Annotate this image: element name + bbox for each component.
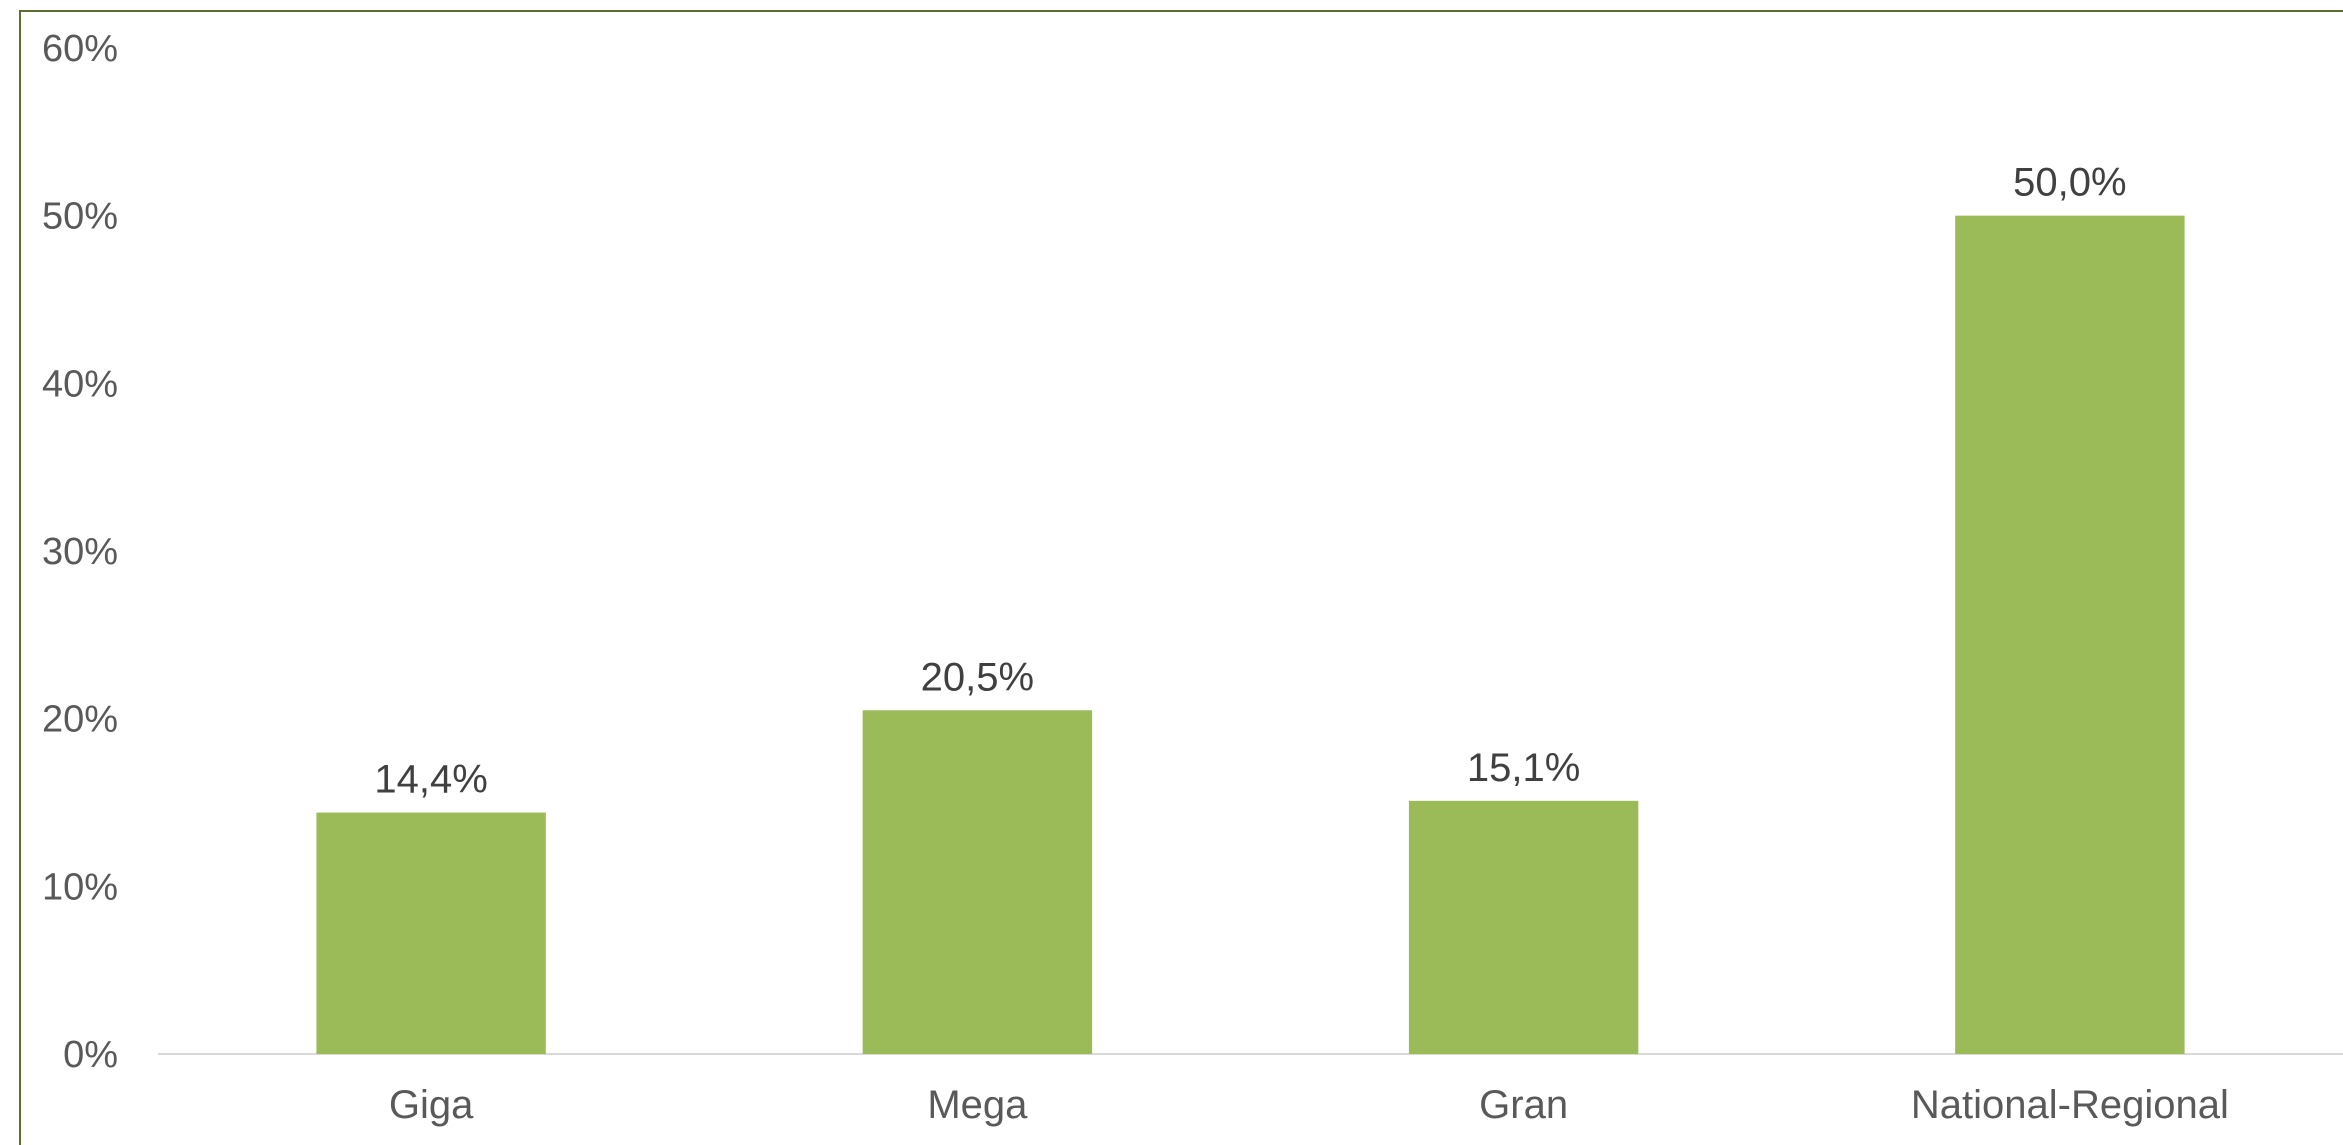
y-tick-label: 30% bbox=[42, 531, 118, 573]
y-tick-label: 60% bbox=[42, 28, 118, 70]
data-labels-group: 14,4% 20,5% 15,1% 50,0% bbox=[374, 161, 2126, 802]
y-tick-label: 10% bbox=[42, 866, 118, 908]
bar-mega bbox=[862, 710, 1093, 1054]
data-label: 14,4% bbox=[374, 758, 487, 802]
category-labels-group: Giga Mega Gran National-Regional bbox=[389, 1083, 2229, 1127]
bar-giga bbox=[316, 812, 546, 1054]
bars-group bbox=[316, 215, 2185, 1054]
category-label: Mega bbox=[927, 1083, 1028, 1127]
y-tick-label: 40% bbox=[42, 363, 118, 405]
category-label: Giga bbox=[389, 1083, 474, 1127]
category-label: National-Regional bbox=[1911, 1083, 2229, 1127]
y-tick-label: 0% bbox=[63, 1034, 118, 1076]
chart-frame bbox=[19, 10, 2343, 1145]
y-axis-ticks: 0% 10% 20% 30% 40% 50% 60% bbox=[42, 28, 118, 1076]
y-tick-label: 20% bbox=[42, 699, 118, 741]
category-label: Gran bbox=[1479, 1083, 1568, 1127]
data-label: 50,0% bbox=[2013, 161, 2126, 205]
bar-gran bbox=[1408, 800, 1639, 1054]
data-label: 20,5% bbox=[921, 655, 1034, 699]
bar-national-regional bbox=[1955, 215, 2185, 1054]
data-label: 15,1% bbox=[1467, 746, 1580, 790]
y-tick-label: 50% bbox=[42, 196, 118, 238]
